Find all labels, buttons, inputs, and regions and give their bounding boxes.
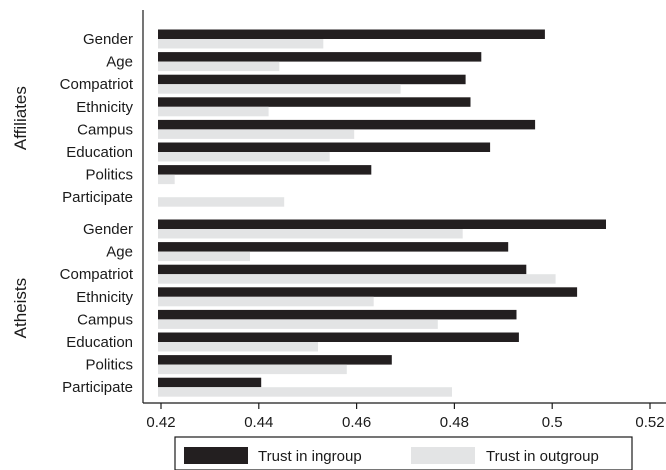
bar-affiliates-ethnicity-ingroup: [158, 97, 471, 107]
bar-affiliates-gender-outgroup: [158, 39, 324, 49]
bar-affiliates-politics-outgroup: [158, 174, 175, 185]
bar-atheists-age-outgroup: [158, 251, 250, 262]
bar-atheists-participate-outgroup: [158, 387, 452, 397]
bar-atheists-education-outgroup: [158, 342, 318, 352]
category-label-atheists-ethnicity: Ethnicity: [76, 289, 133, 306]
bar-atheists-ethnicity-outgroup: [158, 296, 374, 307]
category-label-atheists-gender: Gender: [83, 221, 133, 238]
bars-layer: [158, 29, 606, 397]
bar-affiliates-education-outgroup: [158, 152, 330, 162]
legend-box: [174, 436, 633, 470]
x-tick-label-0.44: 0.44: [244, 414, 273, 431]
bar-affiliates-gender-ingroup: [158, 29, 545, 39]
bar-atheists-ethnicity-ingroup: [158, 287, 578, 297]
bar-affiliates-participate-outgroup: [158, 197, 285, 207]
bar-affiliates-compatriot-outgroup: [158, 84, 401, 94]
axes-layer: [142, 10, 666, 409]
category-label-affiliates-gender: Gender: [83, 31, 133, 48]
category-label-affiliates-campus: Campus: [77, 121, 133, 138]
category-label-atheists-compatriot: Compatriot: [60, 266, 134, 283]
x-tick-label-0.42: 0.42: [146, 414, 175, 431]
bar-affiliates-age-outgroup: [158, 61, 280, 72]
bar-atheists-gender-ingroup: [158, 219, 606, 229]
bar-affiliates-campus-ingroup: [158, 119, 536, 130]
legend-swatch-outgroup: [411, 447, 475, 464]
legend-label-ingroup: Trust in ingroup: [258, 448, 362, 465]
legend: Trust in ingroup Trust in outgroup: [174, 436, 633, 470]
category-label-affiliates-education: Education: [66, 144, 133, 161]
bar-atheists-campus-outgroup: [158, 319, 438, 329]
bar-atheists-politics-outgroup: [158, 364, 347, 375]
x-tick-label-0.5: 0.5: [542, 414, 563, 431]
bar-affiliates-age-ingroup: [158, 52, 482, 62]
bar-affiliates-education-ingroup: [158, 142, 491, 152]
bar-atheists-compatriot-ingroup: [158, 264, 527, 275]
category-label-atheists-participate: Participate: [62, 379, 133, 396]
category-label-atheists-age: Age: [106, 244, 133, 261]
category-label-atheists-campus: Campus: [77, 311, 133, 328]
group-label-atheists: Atheists: [11, 278, 30, 338]
bar-affiliates-ethnicity-outgroup: [158, 106, 269, 117]
category-label-affiliates-age: Age: [106, 54, 133, 71]
bar-atheists-education-ingroup: [158, 332, 519, 342]
bar-atheists-age-ingroup: [158, 242, 509, 252]
category-label-affiliates-ethnicity: Ethnicity: [76, 99, 133, 116]
bar-atheists-compatriot-outgroup: [158, 274, 556, 284]
x-tick-label-0.48: 0.48: [440, 414, 469, 431]
group-label-affiliates: Affiliates: [11, 86, 30, 150]
x-tick-label-0.52: 0.52: [635, 414, 664, 431]
bar-atheists-politics-ingroup: [158, 355, 392, 365]
bar-affiliates-compatriot-ingroup: [158, 74, 466, 85]
labels-layer: Gender Age Compatriot Ethnicity Campus Educat…: [11, 31, 665, 431]
category-label-affiliates-politics: Politics: [85, 167, 133, 184]
bar-affiliates-politics-ingroup: [158, 165, 372, 175]
bar-atheists-participate-ingroup: [158, 377, 262, 388]
legend-swatch-ingroup: [184, 447, 248, 464]
legend-label-outgroup: Trust in outgroup: [486, 448, 599, 465]
category-label-atheists-politics: Politics: [85, 357, 133, 374]
bar-atheists-gender-outgroup: [158, 229, 463, 239]
category-label-affiliates-compatriot: Compatriot: [60, 76, 134, 93]
category-label-atheists-education: Education: [66, 334, 133, 351]
x-tick-label-0.46: 0.46: [342, 414, 371, 431]
bar-affiliates-campus-outgroup: [158, 129, 355, 139]
bar-atheists-campus-ingroup: [158, 309, 517, 320]
category-label-affiliates-participate: Participate: [62, 189, 133, 206]
